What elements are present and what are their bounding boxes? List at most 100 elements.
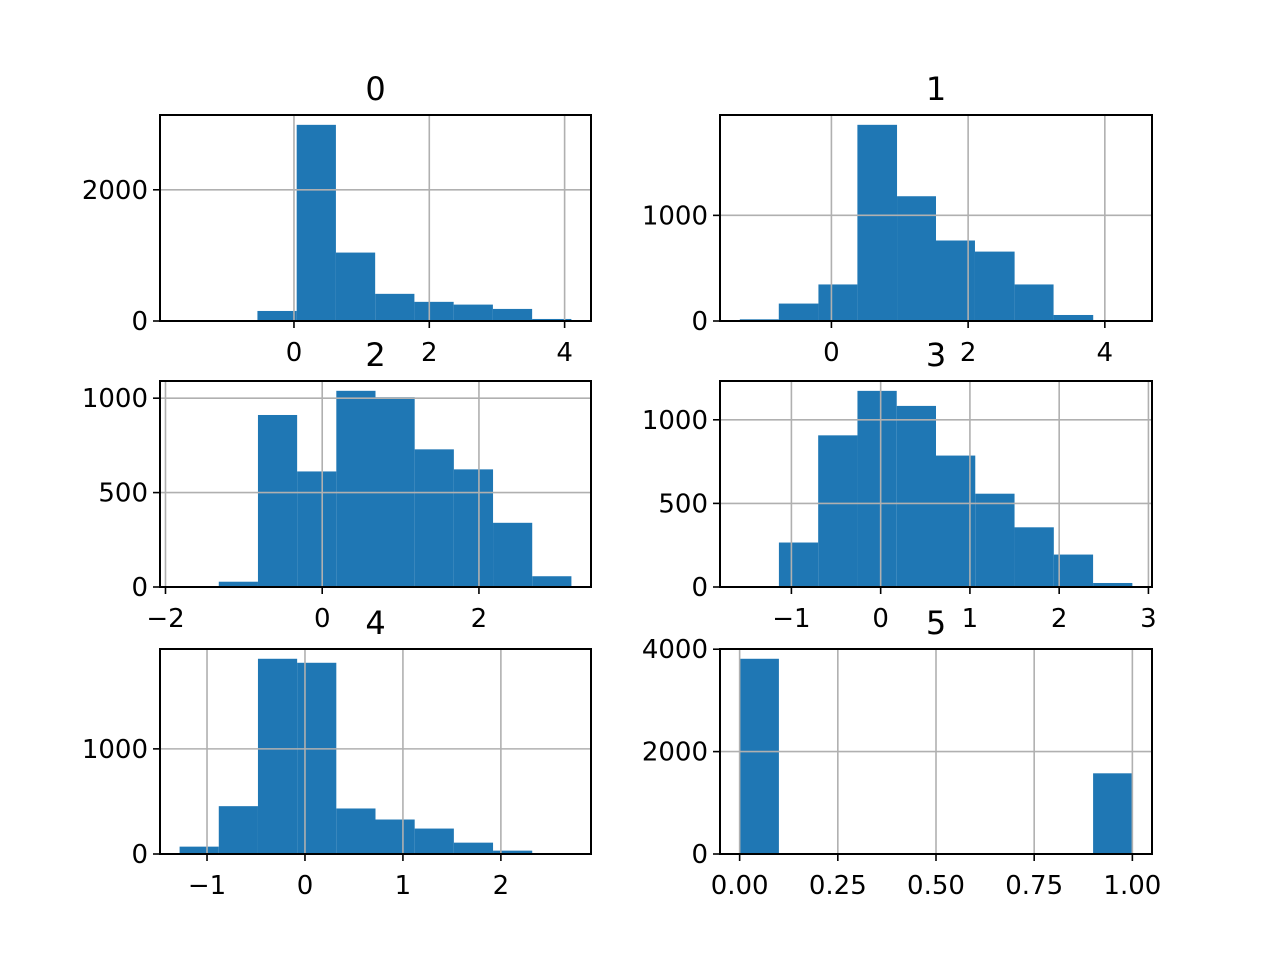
- x-tick-label: 0: [872, 604, 889, 634]
- histogram-bar: [414, 449, 454, 587]
- histogram-bar: [1053, 554, 1094, 587]
- histogram-bar: [493, 522, 533, 587]
- x-tick-label: 0: [314, 604, 331, 634]
- subplot-title: 1: [926, 70, 946, 108]
- y-tick-label: 0: [691, 573, 708, 603]
- x-tick-label: 1.00: [1103, 871, 1161, 901]
- x-tick-label: 2: [1051, 604, 1068, 634]
- histogram-bar: [896, 405, 936, 587]
- histogram-bar: [375, 293, 415, 321]
- axes-frame: [719, 380, 1153, 588]
- histogram-bar: [818, 435, 858, 587]
- histogram-bar: [1014, 527, 1054, 587]
- y-tick-label: 2000: [642, 738, 708, 768]
- histogram-bar: [336, 808, 376, 854]
- x-tick-label: 2: [960, 338, 977, 368]
- axes-frame: [159, 114, 592, 322]
- histogram-bar: [492, 308, 533, 321]
- y-tick-label: 2000: [82, 176, 148, 206]
- histogram-bar: [257, 414, 298, 587]
- y-tick-label: 0: [131, 307, 148, 337]
- histogram-bar: [493, 850, 533, 854]
- axes-frame: [159, 380, 592, 588]
- histogram-bar: [453, 304, 493, 321]
- x-tick-label: 4: [1097, 338, 1114, 368]
- y-tick-label: 1000: [82, 735, 148, 765]
- axes-frame: [719, 114, 1153, 322]
- histogram-bar: [778, 542, 819, 587]
- subplot-title: 5: [926, 604, 946, 642]
- histogram-bar: [857, 390, 897, 587]
- subplot-4: −1 0 1 2 0 1000 4: [82, 604, 592, 901]
- subplot-title: 0: [365, 70, 385, 108]
- histogram-bar: [179, 846, 219, 854]
- y-tick-label: 0: [131, 573, 148, 603]
- y-tick-label: 500: [98, 479, 148, 509]
- histogram-bar: [257, 310, 297, 321]
- histogram-bar: [335, 252, 376, 321]
- subplot-title: 2: [365, 336, 385, 374]
- histogram-bar: [897, 196, 936, 321]
- x-tick-label: 0: [297, 871, 314, 901]
- subplot-1: 0 2 4 0 1000 1: [642, 70, 1153, 368]
- histogram-bar: [1093, 773, 1133, 854]
- histogram-bar: [936, 240, 975, 321]
- x-tick-label: 0: [823, 338, 840, 368]
- histogram-bar: [336, 390, 376, 587]
- histogram-bar: [414, 828, 454, 854]
- x-tick-label: −1: [188, 871, 226, 901]
- y-tick-label: 0: [691, 840, 708, 870]
- histogram-bar: [975, 493, 1015, 587]
- y-tick-label: 4000: [642, 635, 708, 665]
- subplot-title: 3: [926, 336, 946, 374]
- subplot-5: 0.00 0.25 0.50 0.75 1.00 0 2000 4000 5: [642, 604, 1161, 901]
- axes-frame: [159, 648, 592, 855]
- x-tick-label: 2: [421, 338, 438, 368]
- histogram-bar: [532, 576, 572, 587]
- x-tick-label: 2: [471, 604, 488, 634]
- histogram-bar: [218, 581, 258, 587]
- y-tick-label: 1000: [642, 406, 708, 436]
- histogram-bar: [453, 469, 494, 587]
- histogram-bar: [818, 284, 858, 321]
- x-tick-label: 3: [1140, 604, 1157, 634]
- x-tick-label: −1: [772, 604, 810, 634]
- histogram-bar: [453, 842, 494, 854]
- y-tick-label: 500: [658, 489, 708, 519]
- histogram-bar: [218, 806, 258, 854]
- subplot-0: 0 2 4 0 2000 0: [82, 70, 592, 368]
- y-tick-label: 1000: [82, 384, 148, 414]
- histogram-bar: [1014, 284, 1054, 321]
- histogram-bar: [414, 301, 454, 321]
- histogram-bar: [739, 658, 779, 854]
- x-tick-label: 1: [962, 604, 979, 634]
- x-tick-label: 0.00: [711, 871, 769, 901]
- histogram-bar: [297, 662, 337, 854]
- y-tick-label: 0: [691, 307, 708, 337]
- histogram-bar: [296, 124, 336, 322]
- histogram-bar: [778, 303, 819, 321]
- histogram-bar: [857, 124, 898, 321]
- x-tick-label: 4: [556, 338, 573, 368]
- histogram-bar: [974, 251, 1015, 321]
- histogram-bar: [532, 318, 572, 321]
- x-tick-label: 0.25: [809, 871, 867, 901]
- histogram-bar: [1053, 314, 1094, 321]
- histogram-bar: [297, 471, 337, 587]
- x-tick-label: −2: [146, 604, 184, 634]
- x-tick-label: 0.50: [907, 871, 965, 901]
- subplot-title: 4: [365, 604, 385, 642]
- histogram-bar: [375, 819, 415, 854]
- histogram-bar: [1093, 582, 1133, 587]
- y-tick-label: 0: [131, 840, 148, 870]
- histogram-bar: [257, 658, 298, 854]
- x-tick-label: 2: [493, 871, 510, 901]
- histogram-bar: [936, 455, 976, 587]
- x-tick-label: 1: [395, 871, 412, 901]
- x-tick-label: 0: [286, 338, 303, 368]
- y-tick-label: 1000: [642, 201, 708, 231]
- x-tick-label: 0.75: [1005, 871, 1063, 901]
